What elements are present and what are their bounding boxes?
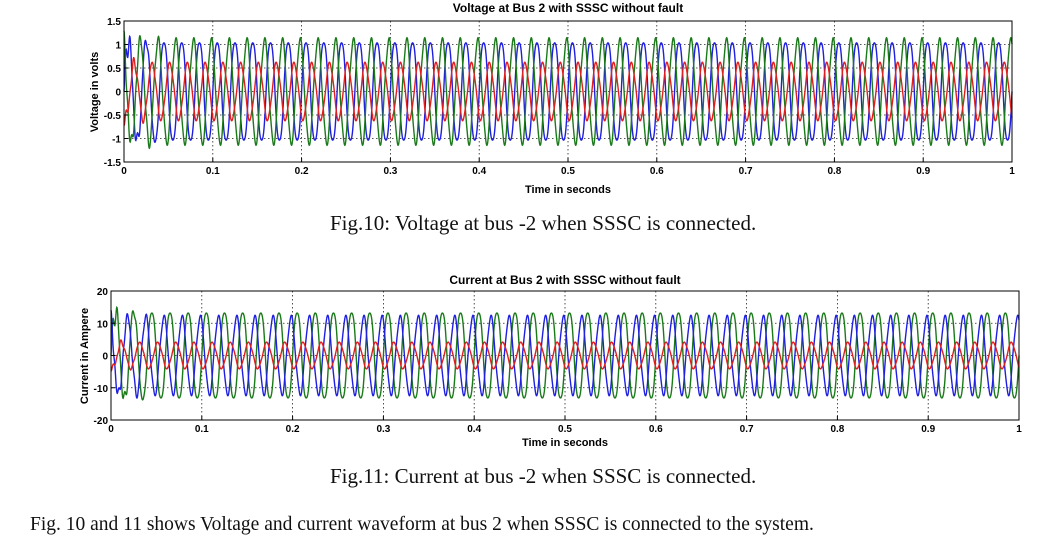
x-tick-label: 0.7 [740,424,754,435]
x-tick-label: 0 [121,166,127,177]
y-tick-label: 0 [115,88,121,99]
x-tick-label: 0.6 [650,166,664,177]
x-tick-label: 0.5 [558,424,572,435]
x-tick-label: 0.1 [206,166,220,177]
y-tick-label: -1.5 [104,158,122,169]
x-tick-label: 0.1 [195,424,209,435]
y-tick-label: -20 [94,416,109,427]
y-tick-label: 0.5 [107,64,121,75]
series-line-1 [123,30,1013,150]
series-line-0 [110,305,1020,401]
y-tick-label: 20 [97,287,109,298]
y-tick-label: -10 [94,384,109,395]
x-tick-label: 1 [1009,166,1015,177]
chart-title: Voltage at Bus 2 with SSSC without fault [453,1,683,15]
y-tick-label: 0 [102,352,108,363]
x-tick-label: 1 [1016,424,1022,435]
x-tick-label: 0.4 [467,424,481,435]
x-tick-label: 0.5 [561,166,575,177]
x-axis-label: Time in seconds [525,184,611,196]
y-tick-label: -1 [112,135,121,146]
x-tick-label: 0 [108,424,114,435]
series-line-2 [110,339,1020,372]
current-chart: Current at Bus 2 with SSSC without fault… [79,273,1022,449]
series-line-1 [110,309,1020,399]
chart-title: Current at Bus 2 with SSSC without fault [449,273,680,287]
x-tick-label: 0.3 [376,424,390,435]
x-tick-label: 0.9 [916,166,930,177]
y-tick-label: 10 [97,319,109,330]
x-tick-label: 0.2 [286,424,300,435]
y-tick-label: 1 [115,41,121,52]
fig11-caption: Fig.11: Current at bus -2 when SSSC is c… [330,464,757,488]
x-tick-label: 0.6 [649,424,663,435]
y-tick-label: -0.5 [104,111,122,122]
x-axis-label: Time in seconds [522,437,608,449]
body-paragraph: Fig. 10 and 11 shows Voltage and current… [30,514,814,535]
x-tick-label: 0.7 [739,166,753,177]
x-tick-label: 0.8 [827,166,841,177]
x-tick-label: 0.3 [383,166,397,177]
x-tick-label: 0.4 [472,166,486,177]
x-tick-label: 0.9 [921,424,935,435]
fig10-caption: Fig.10: Voltage at bus -2 when SSSC is c… [330,211,757,235]
series-line-0 [123,34,1013,144]
y-axis-label: Voltage in volts [89,52,101,132]
x-tick-label: 0.2 [295,166,309,177]
x-tick-label: 0.8 [830,424,844,435]
voltage-chart: Voltage at Bus 2 with SSSC without fault… [89,1,1015,196]
y-tick-label: 1.5 [107,17,121,28]
series-line-2 [123,56,1013,126]
y-axis-label: Current in Ampere [79,308,91,404]
